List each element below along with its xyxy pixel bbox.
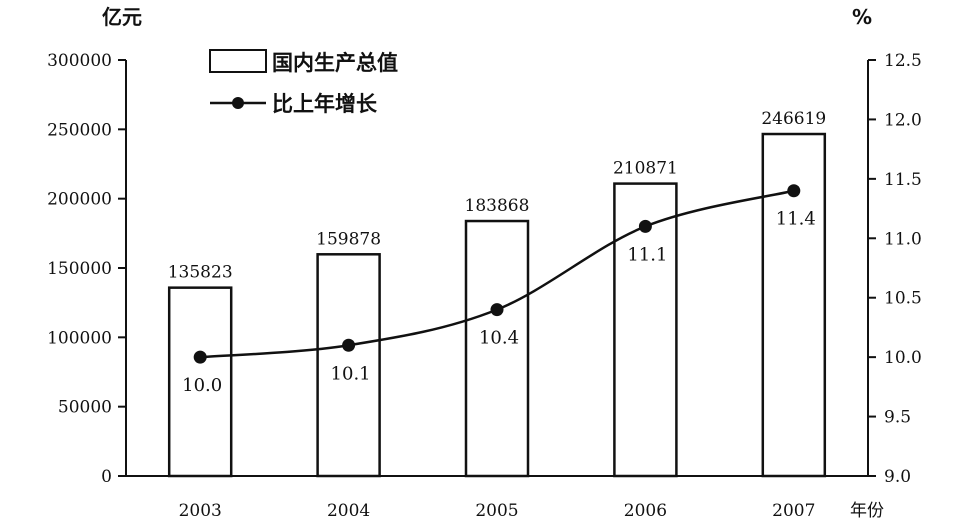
- gdp-bar-2005: [464, 219, 530, 478]
- left-tick-label: 50000: [58, 398, 112, 418]
- left-axis-unit: 亿元: [102, 5, 142, 29]
- growth-value-label-2004: 10.1: [331, 363, 371, 384]
- growth-value-label-2007: 11.4: [776, 209, 816, 230]
- right-tick-label: 11.5: [884, 170, 922, 190]
- left-axis-ticks: 0 50000 100000 150000 200000 250000 300000: [47, 51, 126, 487]
- growth-point-2003: [193, 350, 207, 364]
- growth-point-2006: [638, 219, 652, 233]
- left-tick-label: 250000: [47, 120, 112, 140]
- x-label-2006: 2006: [624, 501, 667, 521]
- growth-value-labels: 10.0 10.1 10.4 11.1 11.4: [182, 209, 816, 396]
- legend-bar-label: 国内生产总值: [272, 51, 398, 75]
- right-axis-unit: %: [852, 5, 872, 29]
- left-tick-label: 200000: [47, 190, 112, 210]
- growth-value-label-2005: 10.4: [479, 328, 519, 349]
- right-tick-label: 10.5: [884, 289, 922, 309]
- right-tick-label: 9.5: [884, 408, 911, 428]
- x-axis-labels: 2003 2004 2005 2006 2007: [179, 501, 816, 521]
- right-tick-label: 12.0: [884, 110, 922, 130]
- legend: 国内生产总值 比上年增长: [209, 49, 398, 116]
- left-tick-label: 100000: [47, 328, 112, 348]
- left-tick-label: 0: [101, 467, 112, 487]
- right-tick-label: 10.0: [884, 348, 922, 368]
- left-tick-label: 300000: [47, 51, 112, 71]
- right-tick-label: 12.5: [884, 51, 922, 71]
- gdp-bar-2003: [167, 286, 233, 478]
- gdp-value-label-2004: 159878: [316, 229, 381, 249]
- gdp-value-labels: 135823 159878 183868 210871 246619: [168, 109, 827, 283]
- legend-line-marker: [232, 97, 244, 109]
- legend-bar-swatch: [209, 49, 267, 73]
- growth-point-2007: [787, 184, 801, 198]
- x-label-2003: 2003: [179, 501, 222, 521]
- x-label-2007: 2007: [772, 501, 815, 521]
- growth-value-label-2006: 11.1: [627, 244, 667, 265]
- right-tick-label: 11.0: [884, 229, 922, 249]
- x-label-2005: 2005: [475, 501, 518, 521]
- gdp-value-label-2003: 135823: [168, 263, 233, 283]
- growth-series: [193, 184, 801, 364]
- gdp-value-label-2007: 246619: [761, 109, 826, 129]
- right-tick-label: 9.0: [884, 467, 911, 487]
- x-axis-title: 年份: [850, 501, 884, 521]
- gdp-value-label-2006: 210871: [613, 159, 678, 179]
- growth-value-label-2003: 10.0: [182, 375, 222, 396]
- left-tick-label: 150000: [47, 259, 112, 279]
- x-label-2004: 2004: [327, 501, 370, 521]
- right-axis-ticks: 9.0 9.5 10.0 10.5 11.0 11.5 12.0 12.5: [868, 51, 922, 487]
- legend-line-label: 比上年增长: [272, 92, 378, 116]
- gdp-bar-2004: [316, 253, 381, 478]
- growth-point-2005: [490, 303, 504, 317]
- growth-point-2004: [342, 338, 356, 352]
- gdp-value-label-2005: 183868: [465, 196, 530, 216]
